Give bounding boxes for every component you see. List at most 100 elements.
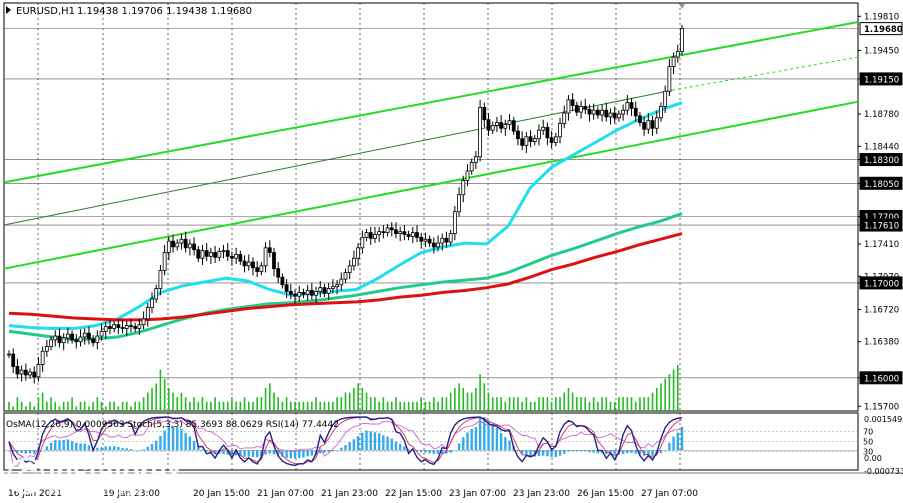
candle-body bbox=[356, 247, 361, 259]
candle-body bbox=[251, 261, 255, 269]
candle-body bbox=[490, 125, 495, 131]
x-axis-tick-label: 20 Jan 15:00 bbox=[193, 489, 250, 499]
oscillator-level-label: 70 bbox=[863, 428, 873, 437]
candle bbox=[322, 283, 327, 298]
candle-body bbox=[583, 106, 588, 110]
candle bbox=[217, 247, 222, 262]
candle-body bbox=[204, 250, 209, 257]
candle bbox=[532, 134, 537, 146]
candle bbox=[74, 334, 79, 349]
x-axis-tick-label: 22 Jan 15:00 bbox=[385, 489, 442, 499]
candle-body bbox=[116, 324, 121, 328]
candle bbox=[452, 206, 457, 241]
candle bbox=[44, 339, 49, 357]
candle-body bbox=[145, 307, 150, 320]
candle bbox=[200, 244, 205, 265]
candle bbox=[524, 132, 529, 153]
candle bbox=[116, 318, 121, 335]
candle-body bbox=[507, 120, 512, 125]
candle-body bbox=[322, 287, 327, 294]
price-tag-box bbox=[859, 176, 903, 190]
candle bbox=[629, 97, 634, 116]
candle-body bbox=[154, 288, 159, 300]
candle bbox=[549, 131, 554, 149]
candle bbox=[461, 175, 466, 203]
candle-body bbox=[284, 284, 289, 292]
candle-body bbox=[171, 240, 175, 248]
candle-body bbox=[53, 335, 58, 341]
candle bbox=[583, 98, 588, 115]
candle-body bbox=[112, 324, 117, 329]
candle-body bbox=[667, 66, 672, 92]
candle-body bbox=[339, 278, 344, 286]
candle-body bbox=[642, 122, 647, 130]
candle bbox=[120, 319, 125, 334]
oscillator-level-label: 30 bbox=[863, 447, 873, 456]
candle bbox=[175, 239, 180, 251]
price-tag-label: 1.18050 bbox=[864, 180, 899, 190]
candle-body bbox=[360, 236, 365, 249]
candle-body bbox=[650, 120, 655, 129]
candle bbox=[192, 237, 196, 256]
candle-body bbox=[7, 353, 11, 356]
candle-body bbox=[452, 211, 457, 234]
candle-body bbox=[162, 252, 167, 271]
candle bbox=[486, 113, 491, 136]
candle bbox=[158, 264, 163, 296]
candle bbox=[566, 95, 571, 121]
candle bbox=[28, 368, 32, 379]
candle bbox=[423, 232, 428, 247]
ema-mid-line bbox=[8, 212, 683, 342]
candle bbox=[553, 132, 558, 147]
candle bbox=[208, 247, 213, 264]
candle bbox=[61, 333, 66, 351]
candle bbox=[259, 262, 264, 276]
x-axis-tick-label: 26 Jan 15:00 bbox=[577, 489, 634, 499]
y-axis-tick-label: 1.18780 bbox=[864, 110, 899, 120]
candle-body bbox=[330, 286, 335, 290]
candle-body bbox=[553, 136, 558, 143]
price-tag-box bbox=[859, 276, 903, 290]
candle-body bbox=[99, 330, 104, 337]
candle-body bbox=[406, 234, 411, 237]
candle bbox=[246, 254, 251, 271]
chart-shift-marker-icon bbox=[679, 4, 685, 9]
candle-body bbox=[600, 109, 604, 116]
candle bbox=[495, 116, 499, 133]
candle-body bbox=[95, 335, 100, 344]
x-axis-tick-label: 16 Jan 2021 bbox=[8, 489, 62, 499]
y-axis-tick-label: 1.15700 bbox=[864, 402, 899, 412]
candle-body bbox=[103, 326, 108, 332]
candle bbox=[541, 119, 546, 135]
candle bbox=[537, 124, 541, 146]
candle-body bbox=[137, 324, 142, 329]
candle-body bbox=[436, 242, 440, 248]
candle-body bbox=[415, 232, 419, 238]
candle bbox=[385, 224, 390, 237]
candle bbox=[335, 280, 339, 295]
candle bbox=[490, 121, 495, 134]
candle bbox=[251, 257, 255, 276]
candle-body bbox=[280, 276, 285, 286]
candle bbox=[579, 100, 583, 119]
stoch-main-line bbox=[8, 416, 683, 467]
candle-body bbox=[32, 371, 37, 378]
indicator-label: OsMA(12,26,9) 0.0009563 Stoch(5,3,3) 85.… bbox=[6, 420, 339, 430]
candle-body bbox=[15, 366, 20, 375]
x-axis-tick-label: 23 Jan 23:00 bbox=[513, 489, 570, 499]
candle-body bbox=[461, 180, 466, 196]
candle-body bbox=[562, 112, 567, 124]
price-tag-label: 1.19150 bbox=[864, 75, 899, 85]
candle bbox=[154, 284, 159, 303]
candle bbox=[284, 279, 289, 299]
candle bbox=[617, 110, 621, 122]
candle bbox=[145, 302, 150, 327]
candle-body bbox=[57, 335, 62, 344]
candle bbox=[444, 231, 449, 248]
price-tag-label: 1.18300 bbox=[864, 156, 899, 166]
price-tag-box bbox=[859, 72, 903, 86]
candle bbox=[516, 125, 520, 146]
candle-body bbox=[499, 122, 504, 129]
